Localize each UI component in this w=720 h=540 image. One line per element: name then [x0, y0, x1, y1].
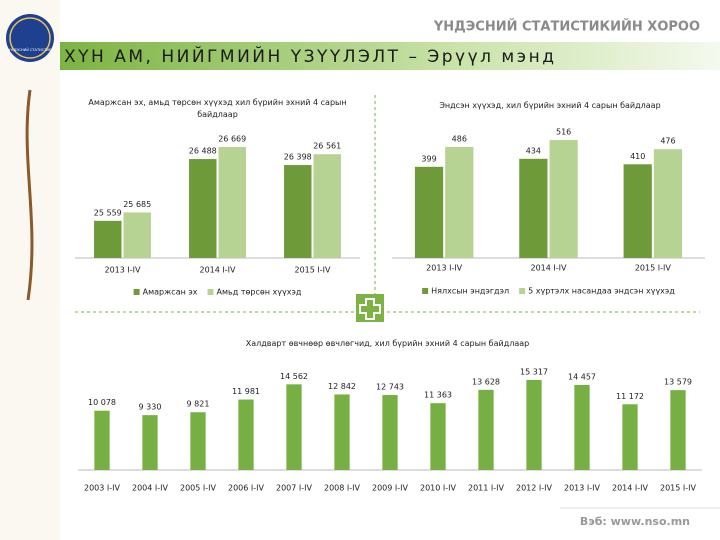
data-label: 10 078	[88, 398, 116, 407]
bar	[623, 164, 652, 258]
data-label: 15 317	[520, 367, 548, 376]
bar	[94, 220, 122, 258]
x-tick-label: 2015 I-IV	[635, 264, 672, 273]
bar	[549, 140, 578, 258]
x-tick-label: 2006 I-IV	[228, 484, 265, 493]
bar	[478, 389, 494, 470]
data-label: 26 398	[284, 153, 312, 162]
x-tick-label: 2011 I-IV	[468, 484, 505, 493]
data-label: 11 363	[424, 391, 452, 400]
bar	[218, 147, 246, 258]
bar	[574, 384, 590, 470]
script-decoration	[25, 89, 34, 301]
data-label: 476	[660, 137, 675, 146]
data-label: 26 561	[313, 142, 341, 151]
legend-swatch	[422, 288, 429, 294]
legend-label: 5 хүртэлх насандаа эндсэн хүүхэд	[528, 287, 675, 296]
x-tick-label: 2014 I-IV	[531, 264, 568, 273]
x-tick-label: 2012 I-IV	[516, 484, 553, 493]
x-tick-label: 2015 I-IV	[660, 484, 697, 493]
data-label: 486	[452, 134, 467, 143]
data-label: 434	[526, 146, 541, 155]
bar	[430, 403, 446, 470]
bar	[238, 399, 254, 470]
data-label: 399	[421, 154, 436, 163]
data-label: 25 559	[94, 208, 122, 217]
bar	[526, 379, 542, 470]
data-label: 13 628	[472, 377, 500, 386]
logo	[6, 14, 54, 62]
data-label: 14 562	[280, 372, 308, 381]
data-label: 26 669	[218, 135, 246, 144]
bar	[382, 395, 398, 470]
bar	[445, 146, 474, 258]
data-label: 11 981	[232, 387, 260, 396]
chart-title: Халдварт өвчнөөр өвчлөгчид, хил бүрийн э…	[245, 339, 530, 348]
x-tick-label: 2009 I-IV	[372, 484, 409, 493]
data-label: 13 579	[664, 378, 692, 387]
legend-swatch	[519, 288, 526, 294]
data-label: 14 457	[568, 372, 596, 381]
x-tick-label: 2005 I-IV	[180, 484, 217, 493]
logo-ring	[9, 17, 51, 59]
data-label: 25 685	[123, 200, 151, 209]
bar	[622, 404, 638, 470]
data-label: 516	[556, 128, 571, 137]
title-bar	[60, 42, 720, 70]
data-label: 9 821	[187, 400, 210, 409]
x-tick-label: 2008 I-IV	[324, 484, 361, 493]
bar	[670, 390, 686, 470]
bar	[284, 165, 312, 258]
x-tick-label: 2010 I-IV	[420, 484, 457, 493]
bar	[334, 394, 350, 470]
data-label: 12 743	[376, 383, 404, 392]
x-tick-label: 2015 I-IV	[295, 266, 332, 275]
legend-swatch	[207, 289, 214, 295]
bar	[286, 384, 302, 470]
chart-title: Амаржсан эх, амьд төрсөн хүүхэд хил бүри…	[88, 98, 347, 119]
x-tick-label: 2013 I-IV	[564, 484, 601, 493]
x-tick-label: 2003 I-IV	[84, 484, 121, 493]
legend-label: Нялхсын эндэгдэл	[431, 287, 509, 296]
legend-label: Амьд төрсөн хүүхэд	[217, 288, 302, 297]
bar	[653, 149, 683, 258]
x-tick-label: 2014 I-IV	[612, 484, 649, 493]
x-tick-label: 2014 I-IV	[200, 266, 237, 275]
bar	[142, 415, 158, 470]
bar	[94, 410, 110, 470]
plus-icon-cross	[359, 298, 381, 320]
data-label: 9 330	[139, 403, 162, 412]
legend-label: Амаржсан эх	[143, 288, 198, 297]
x-tick-label: 2007 I-IV	[276, 484, 313, 493]
bar	[189, 159, 217, 258]
chart-title: Эндсэн хүүхэд, хил бүрийн эхний 4 сарын …	[439, 101, 661, 110]
org-name: ҮНДЭСНИЙ СТАТИСТИКИЙН ХОРОО	[433, 19, 700, 35]
bar	[519, 158, 548, 258]
data-label: 11 172	[616, 392, 644, 401]
x-tick-label: 2013 I-IV	[426, 264, 463, 273]
data-label: 12 842	[328, 382, 356, 391]
bar	[190, 412, 206, 470]
legend-swatch	[133, 289, 140, 295]
slide-title: ХҮН АМ, НИЙГМИЙН ҮЗҮҮЛЭЛТ – Эрүүл мэнд	[64, 45, 556, 67]
footer: Вэб: www.nso.mn	[580, 515, 690, 528]
bar	[123, 212, 151, 258]
data-label: 410	[630, 152, 645, 161]
bar	[313, 154, 341, 258]
logo-text: ҮНДЭСНИЙ СТАТИСТИК	[9, 47, 52, 52]
bar	[414, 166, 444, 258]
data-label: 26 488	[189, 147, 217, 156]
x-tick-label: 2004 I-IV	[132, 484, 169, 493]
x-tick-label: 2013 I-IV	[105, 266, 142, 275]
